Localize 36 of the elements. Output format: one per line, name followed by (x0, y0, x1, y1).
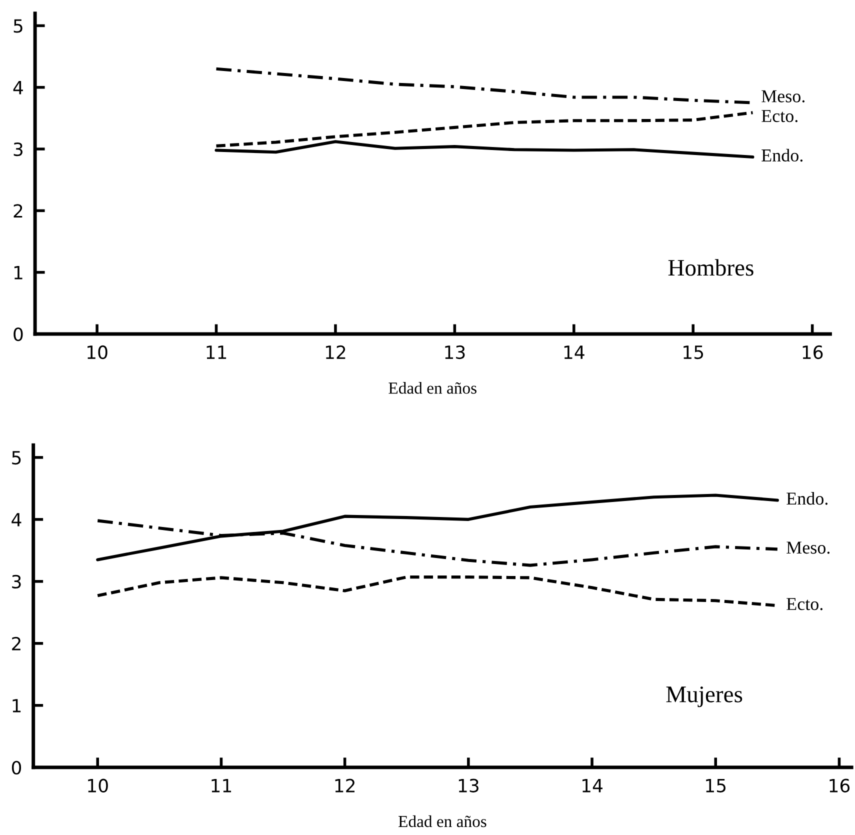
x-tick-label: 14 (582, 779, 602, 792)
y-tick-label: 4 (13, 81, 23, 94)
x-tick-label: 11 (212, 779, 232, 792)
x-tick-label: 10 (88, 345, 108, 360)
y-tick-label: 3 (12, 574, 21, 589)
y-tick-label: 3 (14, 142, 22, 156)
annotation: Hombres (668, 259, 754, 276)
y-tick-label: 0 (12, 760, 22, 774)
x-axis-title: Edad en años (398, 815, 486, 828)
x-tick-label: 12 (326, 345, 346, 359)
x-tick-label: 13 (445, 345, 465, 360)
x-tick-label: 10 (88, 778, 108, 792)
x-tick-label: 15 (706, 779, 726, 792)
y-tick-label: 4 (12, 513, 22, 526)
y-tick-label: 5 (14, 19, 22, 33)
y-tick-label: 0 (14, 327, 23, 342)
x-tick-label: 16 (802, 345, 823, 360)
series-label: Meso. (786, 542, 830, 554)
series-label: Ecto. (762, 110, 798, 122)
x-tick-label: 13 (458, 778, 478, 792)
series-label: Endo. (762, 148, 802, 162)
x-tick-label: 11 (206, 346, 226, 359)
x-axis-title: Edad en años (388, 382, 476, 394)
y-tick-label: 5 (12, 451, 21, 465)
y-tick-label: 1 (12, 699, 21, 712)
y-tick-label: 2 (14, 204, 22, 218)
x-tick-label: 14 (564, 346, 584, 359)
series-label: Meso. (762, 90, 805, 102)
x-tick-label: 15 (684, 346, 704, 360)
series-label: Ecto. (786, 598, 822, 610)
y-tick-label: 1 (14, 266, 22, 280)
x-tick-label: 16 (830, 778, 850, 792)
annotation: Mujeres (666, 686, 742, 708)
x-tick-label: 12 (335, 778, 354, 792)
y-tick-label: 2 (12, 636, 20, 650)
series-label: Endo. (786, 492, 828, 505)
